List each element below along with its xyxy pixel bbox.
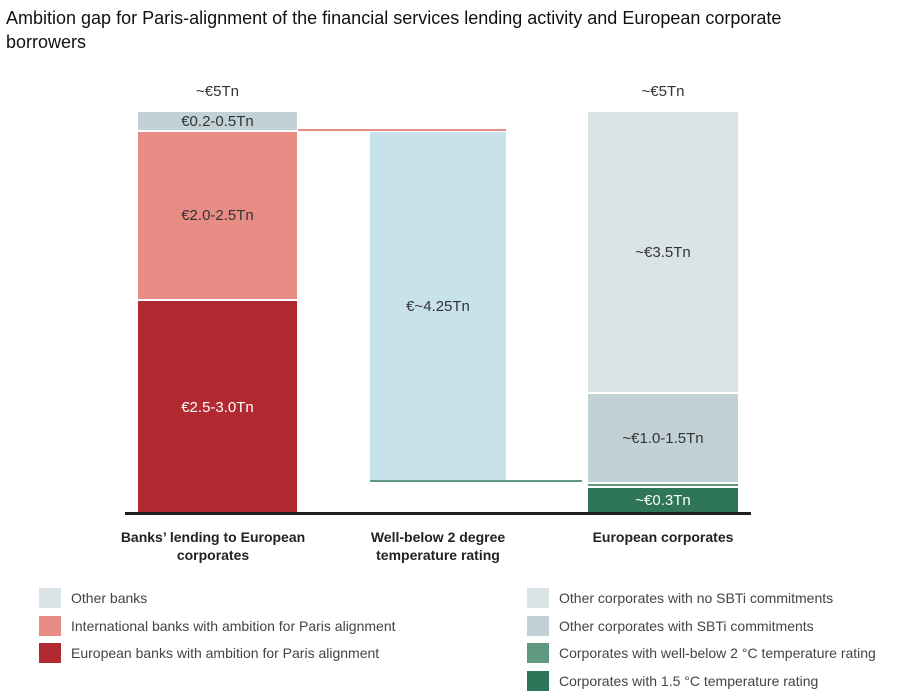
legend-label: International banks with ambition for Pa… [71, 617, 396, 634]
legend-swatch [527, 643, 549, 663]
data-label: €2.5-3.0Tn [181, 398, 254, 416]
data-label: €2.0-2.5Tn [181, 207, 254, 225]
data-label: ~€0.3Tn [635, 492, 691, 510]
legend-item: Other banks [39, 588, 147, 608]
data-label: ~€1.0-1.5Tn [622, 429, 704, 447]
legend-item: Corporates with 1.5 °C temperature ratin… [527, 670, 819, 691]
legend-swatch [527, 588, 549, 608]
legend-swatch [39, 615, 61, 636]
legend-item: International banks with ambition for Pa… [39, 615, 396, 636]
legend-swatch [39, 643, 61, 663]
bar-segment: ~€3.5Tn [588, 110, 738, 393]
legend-label: Corporates with well-below 2 °C temperat… [559, 645, 876, 661]
legend-swatch [527, 670, 549, 691]
connector-line-red [298, 129, 506, 131]
bar-segment: ~€0.3Tn [588, 486, 738, 513]
legend-label: Other corporates with no SBTi commitment… [559, 590, 834, 606]
legend-label: Other corporates with SBTi commitments [559, 617, 814, 634]
data-label: €~4.25Tn [406, 297, 470, 315]
total-label: ~€5Tn [196, 83, 239, 100]
total-label: ~€5Tn [641, 83, 685, 100]
bar-segment: €2.0-2.5Tn [138, 130, 297, 300]
legend-swatch [39, 588, 61, 608]
legend-item: Other corporates with SBTi commitments [527, 615, 814, 636]
legend-swatch [527, 615, 549, 636]
category-label: European corporates [592, 529, 734, 545]
legend-item: Corporates with well-below 2 °C temperat… [527, 643, 876, 663]
bar-segment: ~€1.0-1.5Tn [588, 392, 738, 483]
legend-item: Other corporates with no SBTi commitment… [527, 588, 833, 608]
chart-title: Ambition gap for Paris-alignment of the … [6, 8, 782, 52]
bar-segment: €0.2-0.5Tn [138, 110, 297, 131]
bar-segment: €~4.25Tn [370, 130, 506, 481]
data-label: €0.2-0.5Tn [181, 112, 254, 130]
legend-label: Other banks [71, 590, 148, 606]
x-axis-baseline [125, 512, 751, 515]
category-label: Banks’ lending to European corporates [120, 529, 306, 563]
legend-label: Corporates with 1.5 °C temperature ratin… [559, 672, 819, 689]
category-label: Well-below 2 degree temperature rating [370, 529, 506, 563]
legend-item: European banks with ambition for Paris a… [39, 643, 379, 663]
connector-line-green [370, 480, 582, 482]
bar-segment: €2.5-3.0Tn [138, 299, 297, 513]
data-label: ~€3.5Tn [635, 243, 691, 261]
bar-segment [588, 482, 738, 487]
legend-label: European banks with ambition for Paris a… [71, 645, 380, 661]
